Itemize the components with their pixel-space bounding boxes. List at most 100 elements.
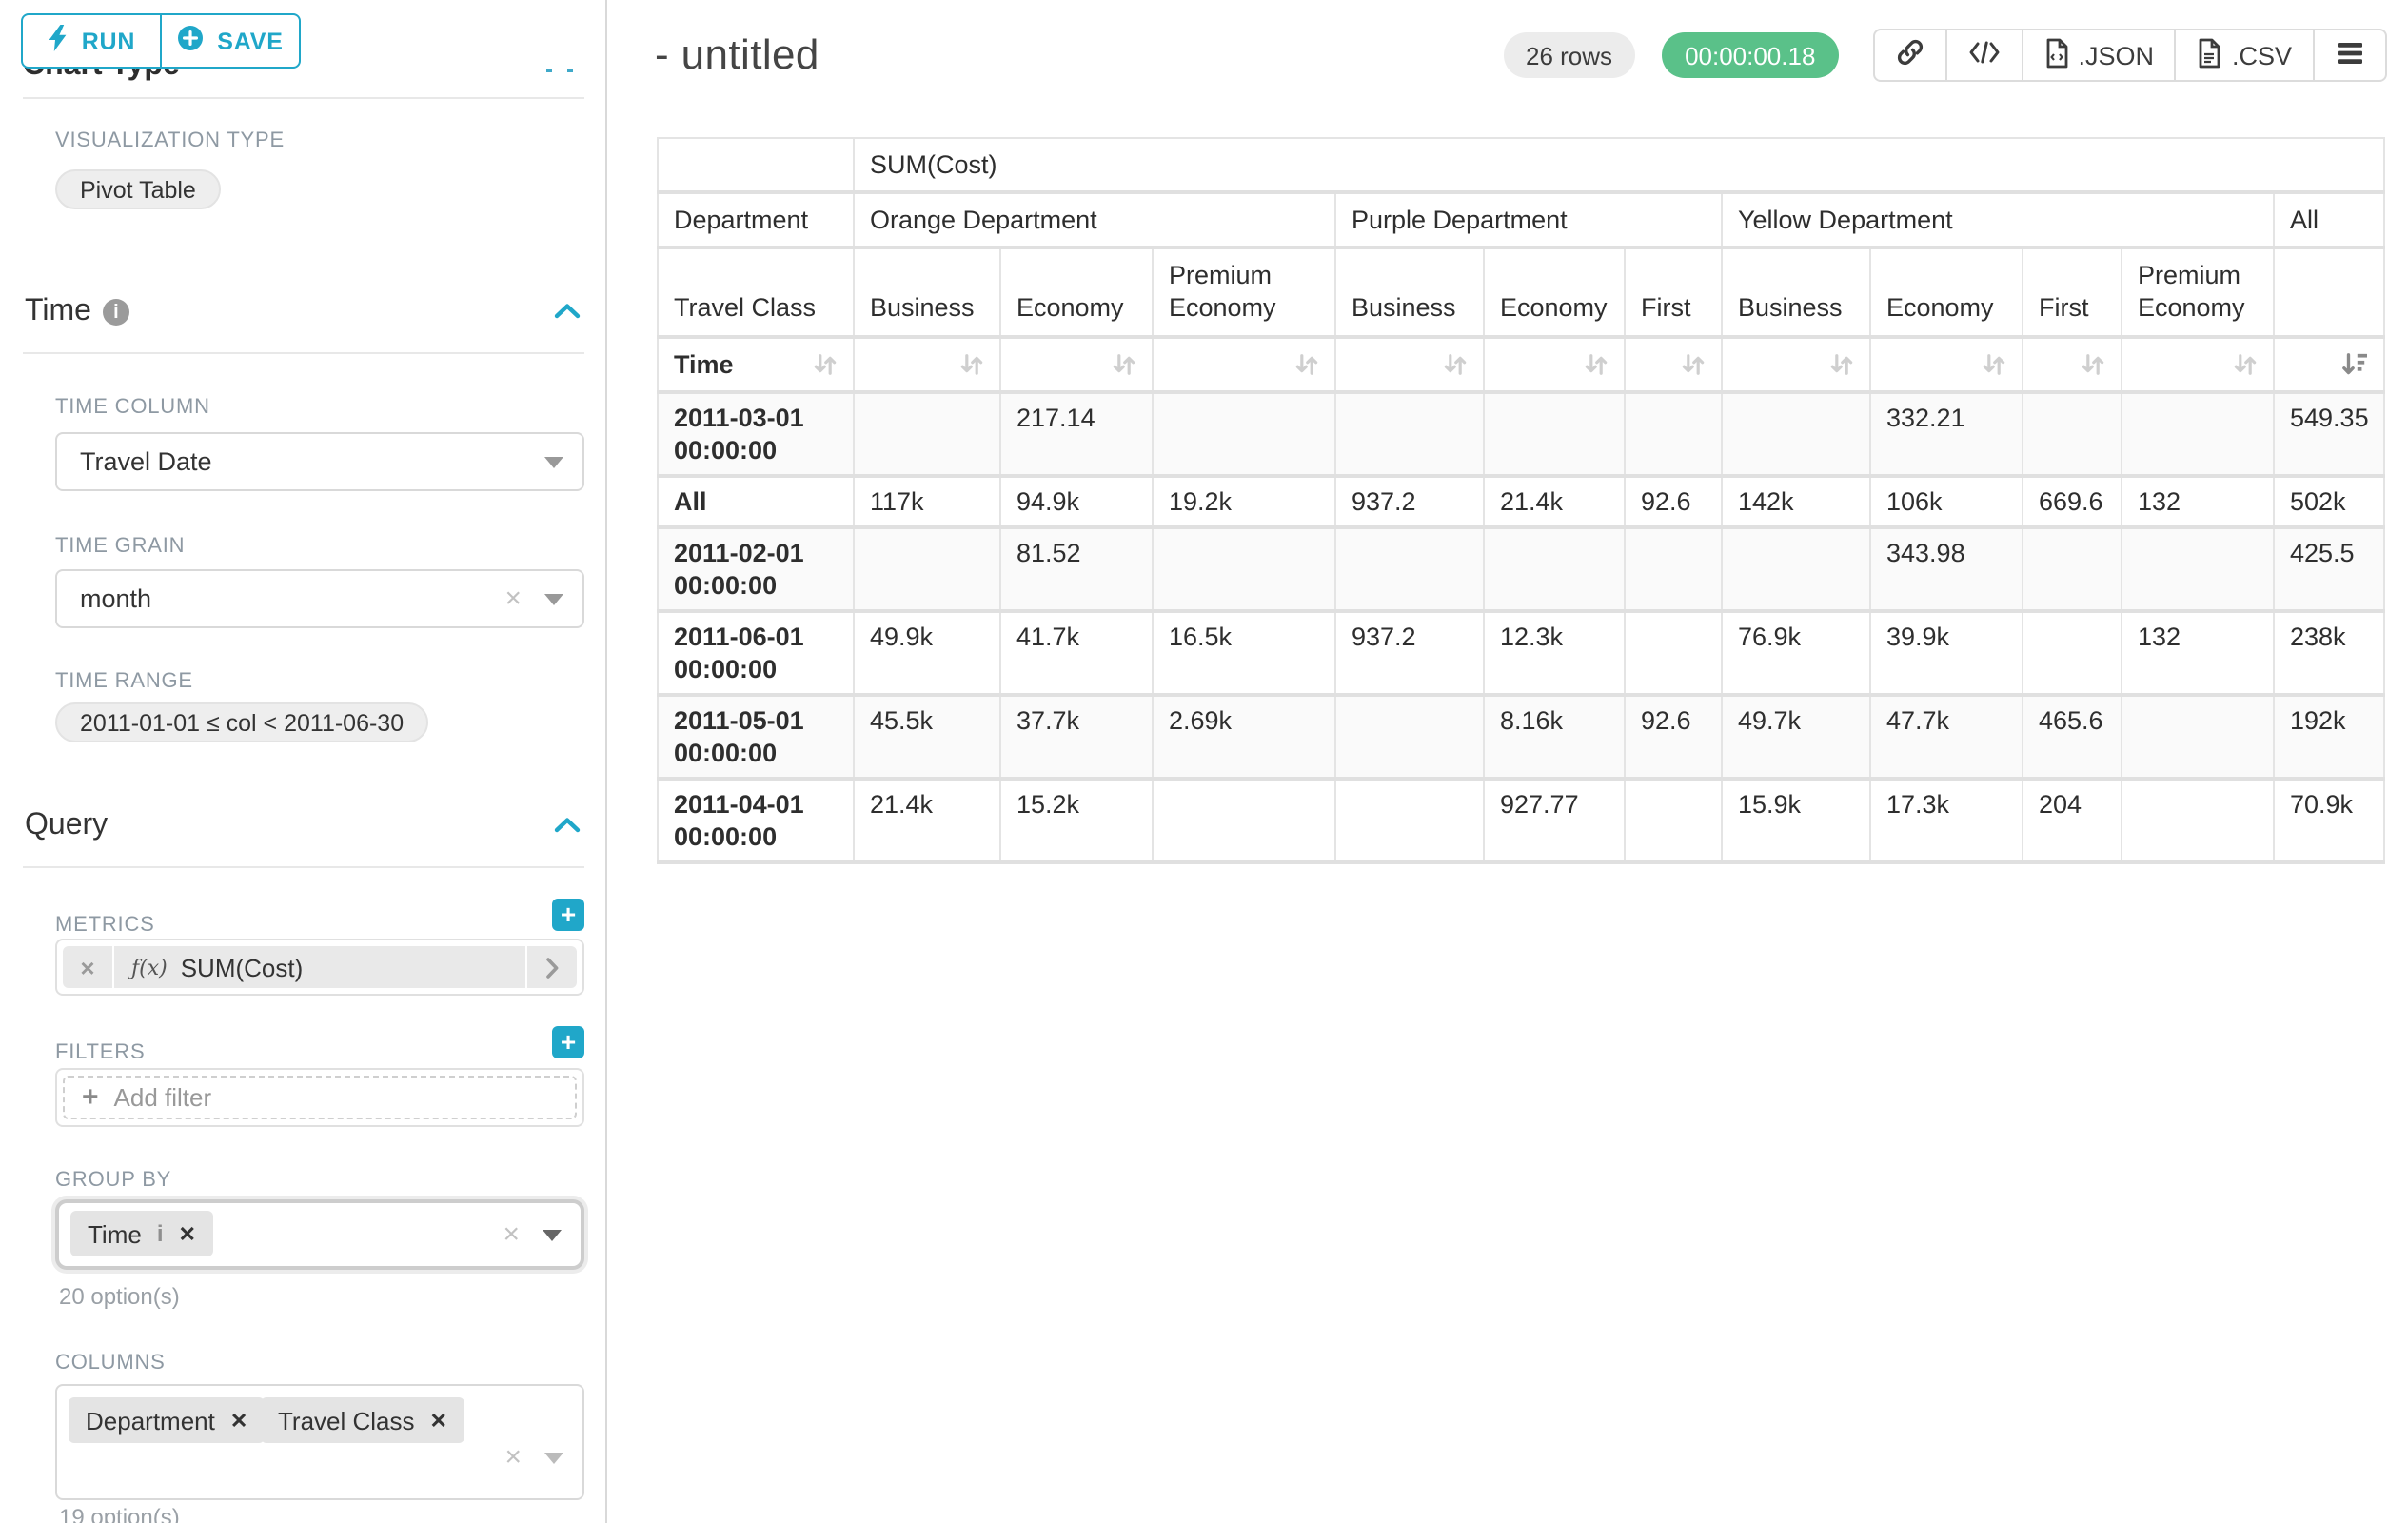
columns-label: COLUMNS (55, 1352, 166, 1375)
metrics-label: METRICS (55, 914, 155, 937)
time-sort-header[interactable]: Time (658, 336, 854, 391)
value-cell: 117k (854, 475, 1000, 526)
pivot-table-container: SUM(Cost)DepartmentOrange DepartmentPurp… (657, 137, 2386, 863)
plus-circle-icon (177, 25, 204, 57)
embed-code-button[interactable] (1944, 30, 2021, 80)
table-row: All117k94.9k19.2k937.221.4k92.6142k106k6… (658, 475, 2385, 526)
query-section-title: Query (25, 809, 108, 843)
column-header: Business (1335, 247, 1484, 336)
column-header: First (2023, 247, 2122, 336)
table-row: 2011-06-01 00:00:0049.9k41.7k16.5k937.21… (658, 610, 2385, 694)
value-cell: 16.5k (1153, 610, 1335, 694)
chevron-up-icon[interactable] (554, 295, 581, 329)
add-metric-button[interactable]: + (552, 899, 584, 931)
time-range-pill[interactable]: 2011-01-01 ≤ col < 2011-06-30 (55, 702, 428, 742)
visualization-type-pill[interactable]: Pivot Table (55, 169, 221, 209)
metric-chip-label: SUM(Cost) (181, 953, 304, 981)
chevron-up-icon[interactable] (554, 809, 581, 843)
column-sort-header[interactable] (1625, 336, 1722, 391)
export-csv-button[interactable]: .CSV (2175, 30, 2313, 80)
visualization-type-label: VISUALIZATION TYPE (55, 129, 285, 152)
remove-tag-icon[interactable]: ✕ (430, 1408, 447, 1433)
value-cell: 937.2 (1335, 610, 1484, 694)
value-cell (854, 391, 1000, 475)
save-button-label: SAVE (217, 28, 283, 54)
sort-icon (959, 353, 984, 378)
column-header: Economy (1870, 247, 2023, 336)
export-toolbar: .JSON .CSV (1872, 29, 2387, 82)
value-cell: 70.9k (2274, 778, 2385, 861)
add-filter-plus-button[interactable]: + (552, 1026, 584, 1058)
sort-descending-header[interactable] (2274, 336, 2385, 391)
remove-tag-icon[interactable]: ✕ (179, 1221, 196, 1246)
filters-control: + Add filter (55, 1068, 584, 1127)
column-sort-header[interactable] (1484, 336, 1625, 391)
add-filter-button[interactable]: + Add filter (63, 1076, 577, 1119)
columns-select[interactable]: Department ✕ Travel Class ✕ × (55, 1384, 584, 1500)
group-by-options-hint: 20 option(s) (59, 1283, 180, 1310)
column-header: Premium Economy (1153, 247, 1335, 336)
value-cell: 132 (2122, 475, 2274, 526)
plus-icon: + (82, 1083, 99, 1112)
column-sort-header[interactable] (1153, 336, 1335, 391)
time-grain-label: TIME GRAIN (55, 535, 185, 558)
column-sort-header[interactable] (2122, 336, 2274, 391)
value-cell (1335, 694, 1484, 778)
value-cell (1153, 391, 1335, 475)
column-sort-header[interactable] (1870, 336, 2023, 391)
chevron-down-icon (544, 456, 563, 467)
export-json-button[interactable]: .JSON (2021, 30, 2175, 80)
fx-icon: ƒ(x) (131, 955, 168, 979)
chevron-right-icon[interactable] (527, 946, 577, 988)
pivot-table: SUM(Cost)DepartmentOrange DepartmentPurp… (657, 137, 2386, 863)
value-cell (2122, 694, 2274, 778)
row-label-cell: 2011-02-01 00:00:00 (658, 526, 854, 610)
time-section-header[interactable]: Time i (25, 295, 581, 329)
chart-title[interactable]: - untitled (655, 30, 819, 80)
clear-icon[interactable]: × (503, 1220, 520, 1249)
value-cell: 21.4k (854, 778, 1000, 861)
divider (23, 866, 584, 868)
group-by-tag-label: Time (88, 1219, 142, 1248)
column-sort-header[interactable] (2023, 336, 2122, 391)
columns-tag[interactable]: Department ✕ (69, 1397, 265, 1443)
value-cell: 132 (2122, 610, 2274, 694)
value-cell: 142k (1722, 475, 1870, 526)
sort-icon (1681, 353, 1706, 378)
column-header: Economy (1000, 247, 1153, 336)
column-header: Business (854, 247, 1000, 336)
save-button[interactable]: SAVE (160, 13, 301, 69)
menu-button[interactable] (2313, 30, 2385, 80)
copy-link-button[interactable] (1874, 30, 1944, 80)
row-label-cell: 2011-03-01 00:00:00 (658, 391, 854, 475)
value-cell: 21.4k (1484, 475, 1625, 526)
group-by-select[interactable]: Time i ✕ × (55, 1199, 584, 1270)
panel-resize-handle[interactable] (546, 69, 573, 72)
clear-icon[interactable]: × (504, 584, 522, 613)
metric-chip[interactable]: ƒ(x) SUM(Cost) (114, 946, 525, 988)
remove-tag-icon[interactable]: ✕ (230, 1408, 247, 1433)
columns-tag[interactable]: Travel Class ✕ (261, 1397, 464, 1443)
run-button[interactable]: RUN (21, 13, 162, 69)
value-cell (1484, 526, 1625, 610)
divider (23, 352, 584, 354)
column-sort-header[interactable] (854, 336, 1000, 391)
value-cell: 549.35 (2274, 391, 2385, 475)
table-row: 2011-05-01 00:00:0045.5k37.7k2.69k8.16k9… (658, 694, 2385, 778)
time-column-select[interactable]: Travel Date (55, 432, 584, 491)
divider (23, 97, 584, 99)
menu-icon (2336, 41, 2364, 69)
query-section-header[interactable]: Query (25, 809, 581, 843)
row-dimension-header: Department (658, 191, 854, 247)
group-by-tag[interactable]: Time i ✕ (70, 1211, 213, 1256)
column-sort-header[interactable] (1335, 336, 1484, 391)
column-sort-header[interactable] (1722, 336, 1870, 391)
time-grain-select[interactable]: month × (55, 569, 584, 628)
clear-icon[interactable]: × (504, 1443, 522, 1472)
link-icon (1895, 38, 1924, 72)
column-group-header: Purple Department (1335, 191, 1722, 247)
metric-header-cell: SUM(Cost) (854, 138, 2385, 191)
remove-metric-icon[interactable]: × (63, 946, 112, 988)
value-cell: 19.2k (1153, 475, 1335, 526)
column-sort-header[interactable] (1000, 336, 1153, 391)
